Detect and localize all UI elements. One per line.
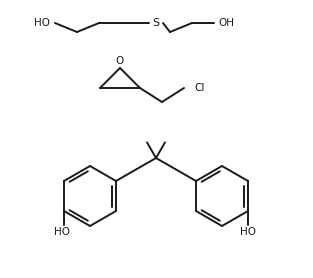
Text: Cl: Cl — [194, 83, 204, 93]
Text: O: O — [116, 56, 124, 66]
Text: OH: OH — [218, 18, 234, 28]
Text: HO: HO — [34, 18, 50, 28]
Text: HO: HO — [54, 227, 70, 237]
Text: S: S — [152, 18, 160, 28]
Text: HO: HO — [240, 227, 256, 237]
